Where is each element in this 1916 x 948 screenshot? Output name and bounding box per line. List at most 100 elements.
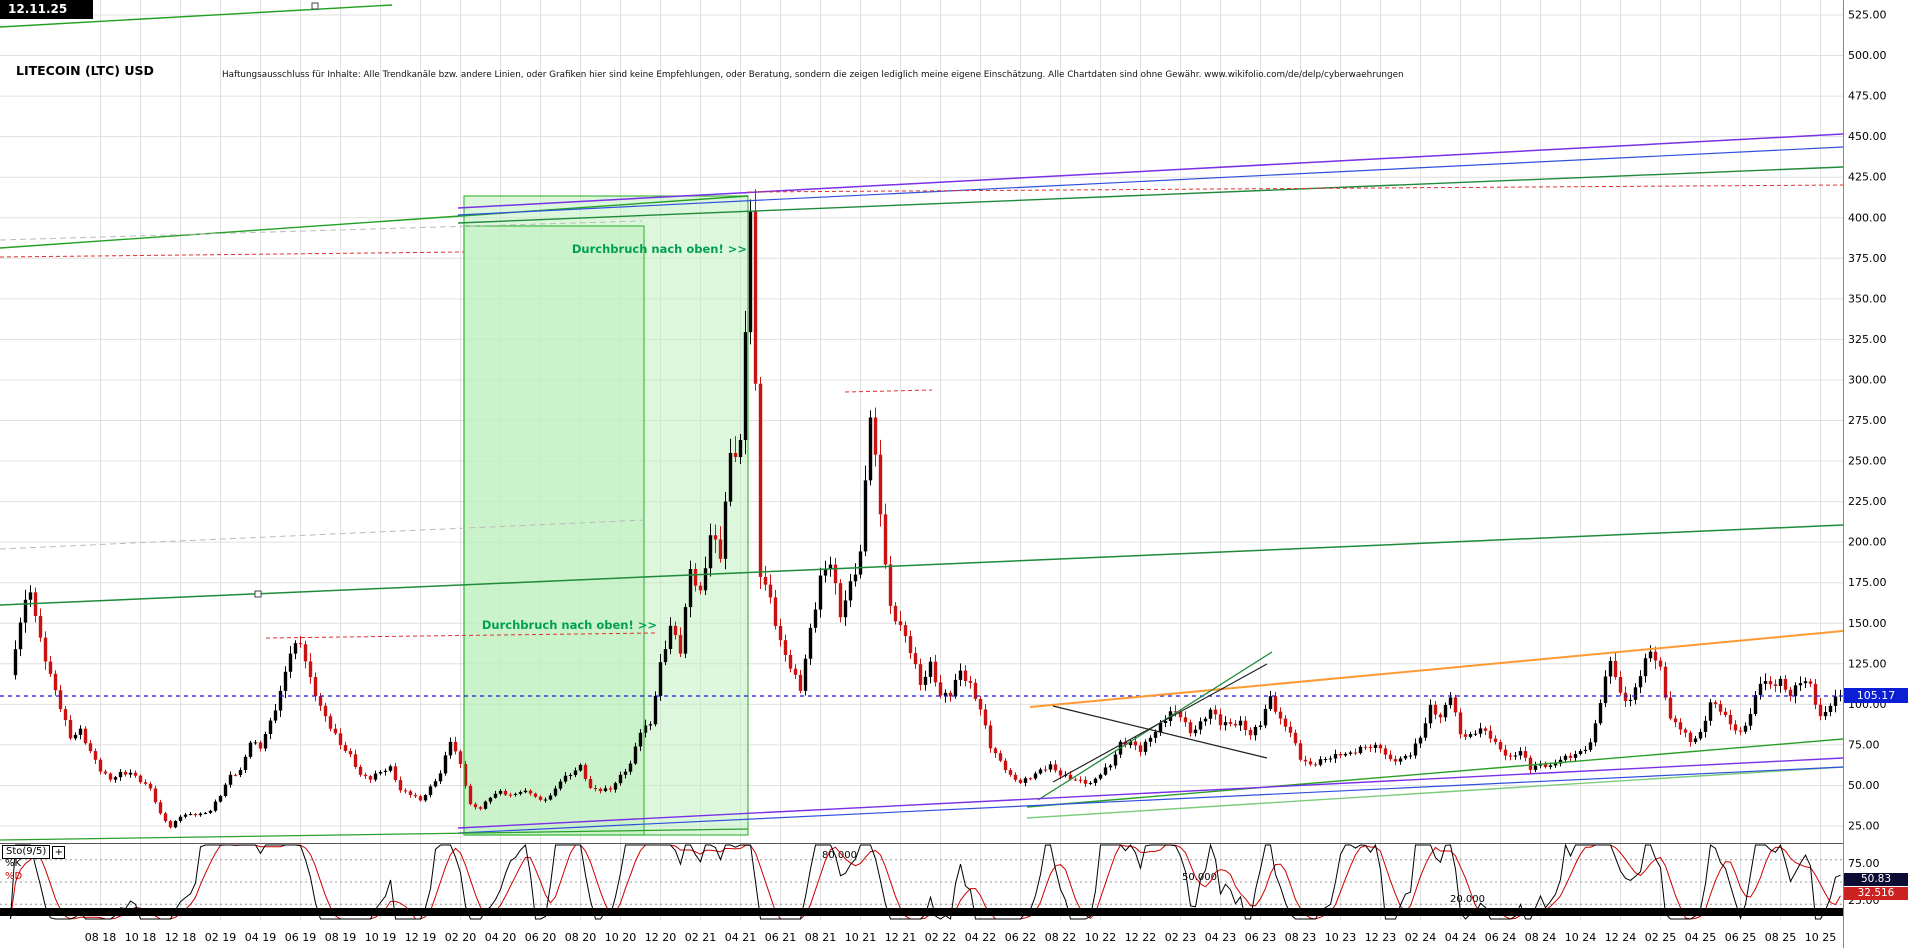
support-green-bottomleft[interactable] bbox=[0, 828, 749, 841]
candle-body bbox=[1713, 702, 1718, 705]
candle-body bbox=[1503, 749, 1508, 756]
candle-body bbox=[448, 741, 453, 756]
candle-body bbox=[1498, 741, 1503, 750]
candle-body bbox=[278, 690, 283, 711]
candle-body bbox=[113, 777, 118, 780]
resistance-red-dashed-left[interactable] bbox=[0, 251, 465, 258]
candle-body bbox=[1518, 751, 1523, 756]
drawn-black-falling[interactable] bbox=[1052, 705, 1268, 759]
breakout-zone-b-border bbox=[463, 225, 645, 836]
resistance-green-left[interactable] bbox=[0, 195, 749, 249]
candle-body bbox=[948, 692, 953, 697]
candle-body bbox=[1193, 729, 1198, 734]
drawn-black-rising[interactable] bbox=[1052, 663, 1268, 783]
indicator-header: Sto(9/5) + bbox=[2, 845, 66, 859]
trend-orange[interactable] bbox=[1029, 630, 1844, 708]
candle-body bbox=[878, 454, 883, 515]
candle-body bbox=[568, 775, 573, 777]
trend-topleft-green[interactable] bbox=[0, 4, 393, 28]
candle-body bbox=[823, 569, 828, 576]
breakout-annotation: Durchbruch nach oben! >> bbox=[482, 618, 657, 632]
candle-body bbox=[388, 766, 393, 771]
date-tick-label: 12 19 bbox=[405, 931, 437, 944]
candle-body bbox=[803, 658, 808, 691]
candle-body bbox=[733, 452, 738, 458]
trend-green-mid[interactable] bbox=[0, 524, 1844, 606]
candle-body bbox=[148, 783, 153, 789]
bottom-scrollbar[interactable] bbox=[0, 908, 1843, 916]
indicator-name-button[interactable]: Sto(9/5) bbox=[2, 845, 51, 859]
candle-body bbox=[723, 501, 728, 559]
price-tick-label: 300.00 bbox=[1848, 373, 1887, 386]
candle-body bbox=[1593, 723, 1598, 743]
add-indicator-icon[interactable]: + bbox=[52, 845, 66, 859]
candle-body bbox=[653, 695, 658, 725]
chart-title: LITECOIN (LTC) USD bbox=[16, 63, 154, 78]
candle-body bbox=[793, 668, 798, 675]
candle-body bbox=[428, 786, 433, 796]
candle-body bbox=[83, 728, 88, 744]
candle-body bbox=[983, 709, 988, 726]
candle-body bbox=[1793, 685, 1798, 697]
candle-body bbox=[118, 771, 123, 778]
channel-green-top[interactable] bbox=[457, 166, 1844, 224]
candle-body bbox=[1768, 681, 1773, 685]
candle-body bbox=[503, 790, 508, 795]
candle-body bbox=[23, 599, 28, 623]
support-purple-bottom[interactable] bbox=[457, 757, 1844, 829]
candle-body bbox=[538, 796, 543, 800]
price-tick-label: 150.00 bbox=[1848, 617, 1887, 630]
candle-body bbox=[718, 539, 723, 559]
candle-body bbox=[1418, 737, 1423, 744]
candle-body bbox=[1268, 696, 1273, 709]
candle-body bbox=[798, 674, 803, 691]
candle-body bbox=[373, 773, 378, 780]
stochastic-k-label: %K bbox=[5, 858, 22, 869]
candle-body bbox=[873, 417, 878, 455]
resistance-red-dashed-150[interactable] bbox=[265, 632, 656, 639]
channel-blue-top[interactable] bbox=[457, 146, 1844, 216]
resistance-red-dashed-290[interactable] bbox=[844, 389, 933, 393]
candle-body bbox=[1278, 711, 1283, 719]
candle-body bbox=[1643, 658, 1648, 677]
candle-body bbox=[78, 728, 83, 735]
gray-dashed-upper[interactable] bbox=[0, 220, 643, 241]
candle-body bbox=[1743, 725, 1748, 732]
candle-body bbox=[1553, 763, 1558, 766]
candle-body bbox=[1173, 711, 1178, 713]
price-tick-label: 25.00 bbox=[1848, 820, 1880, 833]
candle-body bbox=[628, 763, 633, 772]
candle-body bbox=[323, 705, 328, 717]
date-tick-label: 06 19 bbox=[285, 931, 317, 944]
resistance-red-dashed-right[interactable] bbox=[747, 184, 1844, 193]
support-blue-bottom[interactable] bbox=[457, 766, 1844, 834]
candle-body bbox=[1228, 722, 1233, 724]
channel-purple-top[interactable] bbox=[457, 133, 1844, 209]
candle-body bbox=[353, 754, 358, 767]
candle-body bbox=[1303, 759, 1308, 762]
candle-body bbox=[933, 661, 938, 683]
date-tick-label: 10 24 bbox=[1565, 931, 1597, 944]
support-green-a[interactable] bbox=[1026, 738, 1844, 808]
candle-body bbox=[243, 756, 248, 771]
candle-body bbox=[238, 770, 243, 776]
candle-body bbox=[1453, 697, 1458, 713]
candle-body bbox=[993, 748, 998, 754]
trendline-handle[interactable] bbox=[311, 2, 319, 10]
candle-body bbox=[1098, 774, 1103, 779]
candle-body bbox=[1573, 754, 1578, 758]
candle-body bbox=[1568, 755, 1573, 758]
candle-body bbox=[98, 759, 103, 772]
candle-body bbox=[173, 820, 178, 828]
candle-body bbox=[408, 791, 413, 795]
candle-body bbox=[563, 775, 568, 782]
candle-body bbox=[1758, 683, 1763, 696]
candle-body bbox=[713, 535, 718, 540]
candle-body bbox=[1388, 754, 1393, 760]
trendline-handle[interactable] bbox=[254, 590, 262, 598]
candle-body bbox=[73, 734, 78, 739]
support-green-b[interactable] bbox=[1026, 766, 1844, 819]
gray-dashed-mid[interactable] bbox=[0, 519, 646, 550]
